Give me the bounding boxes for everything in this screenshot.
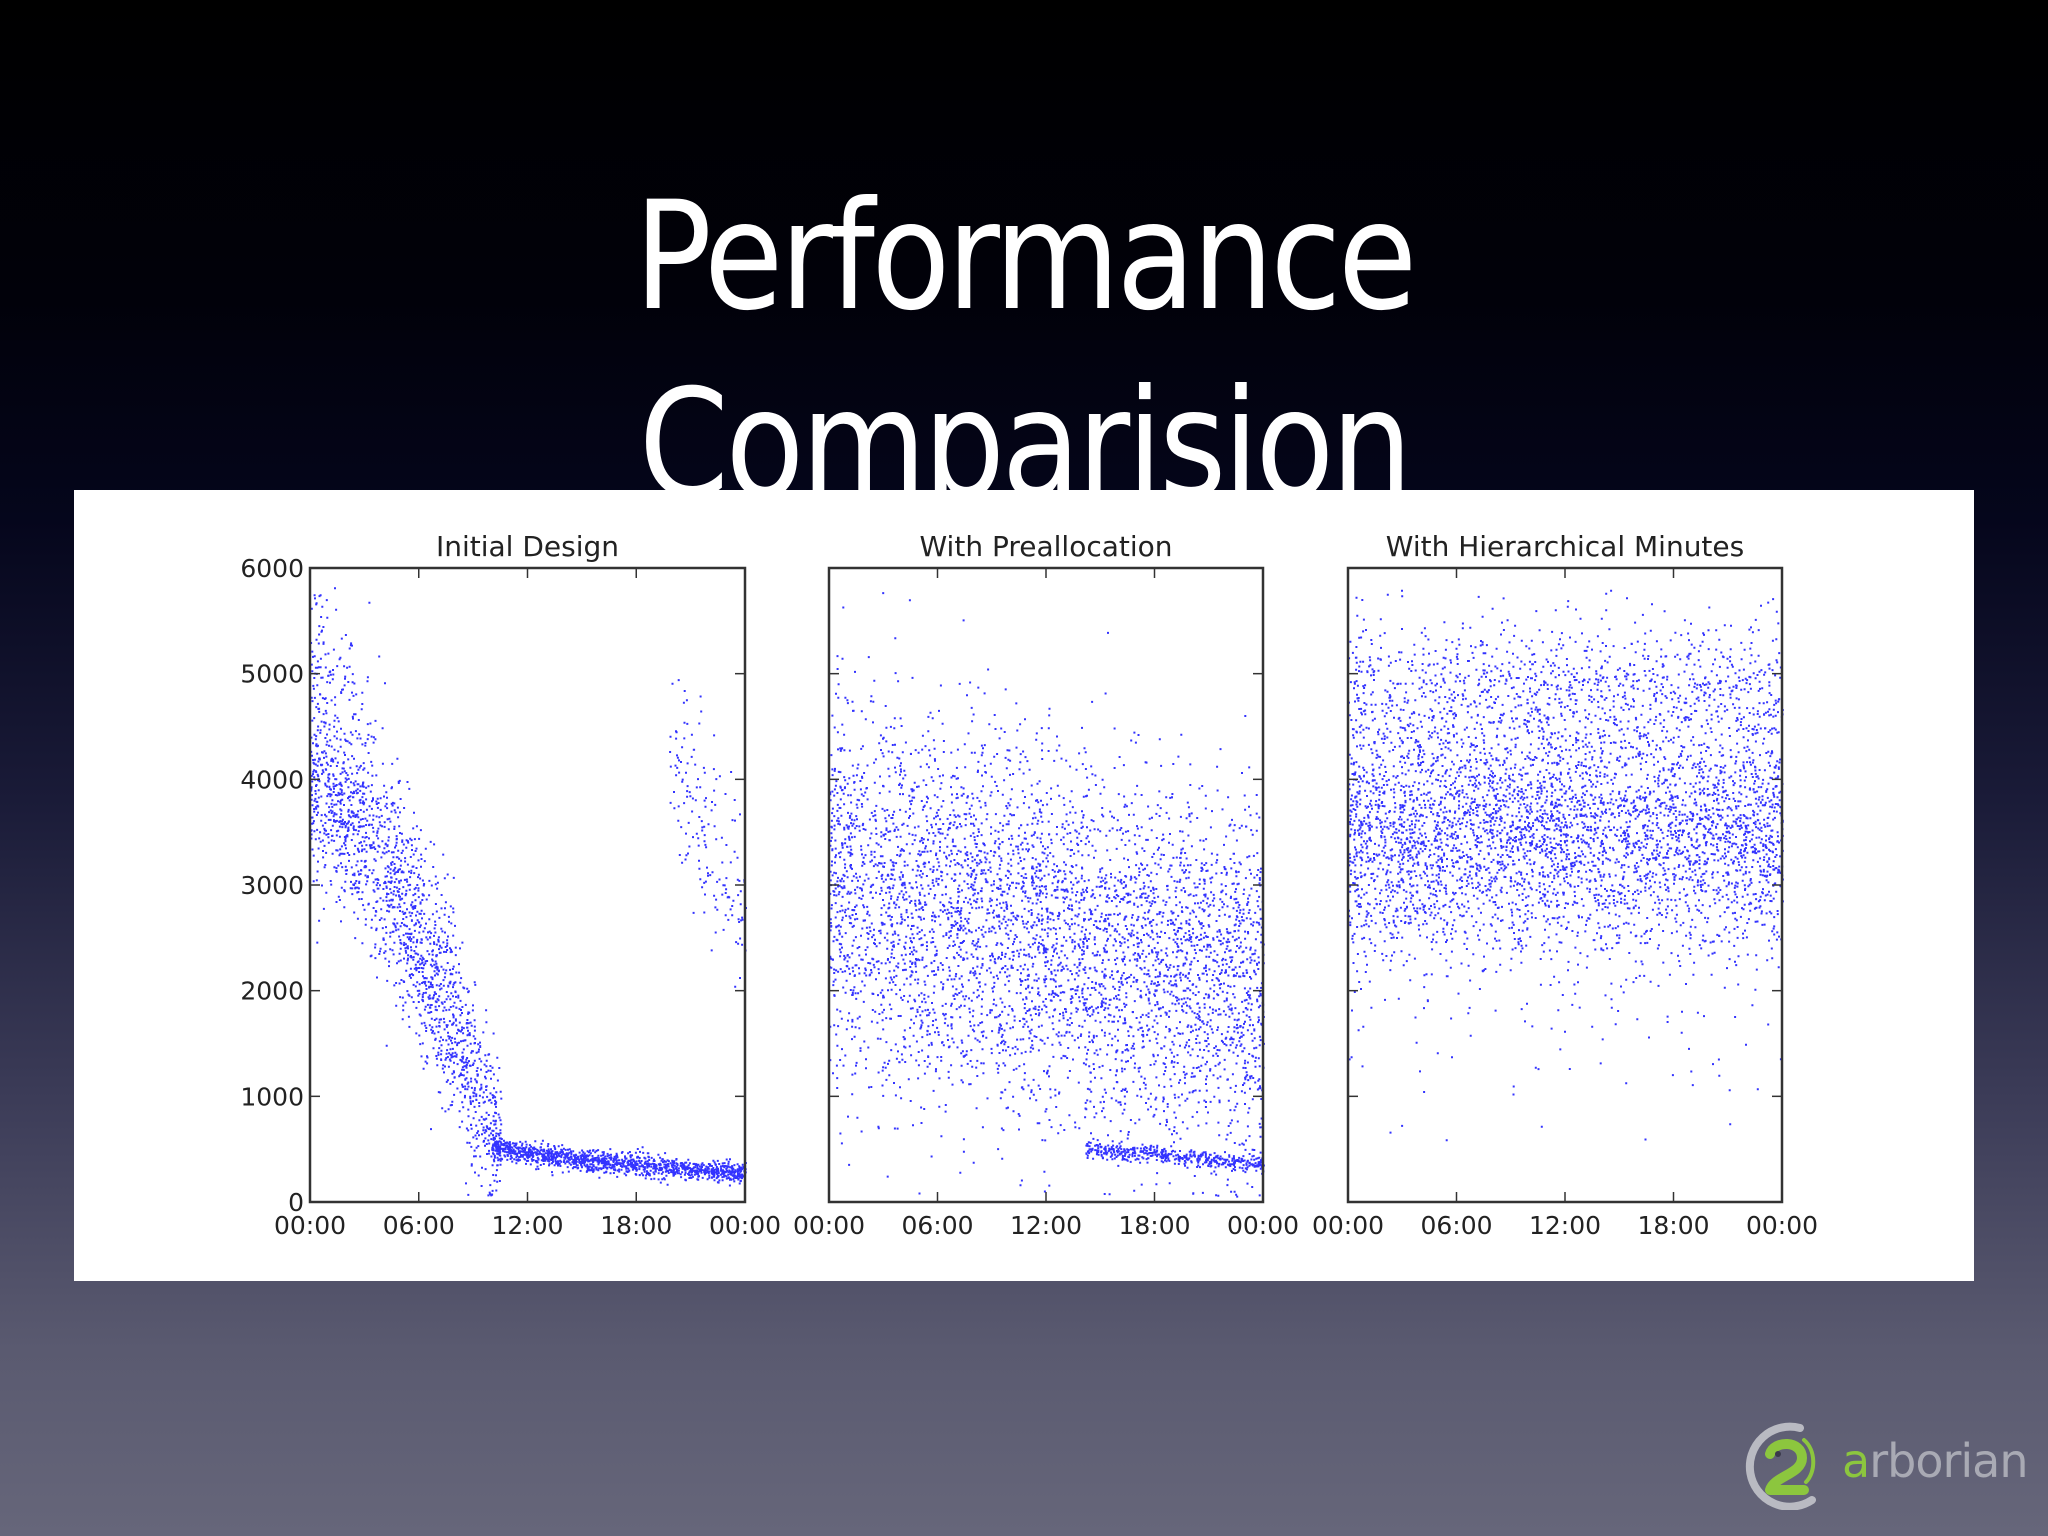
y-tick-label: 0 bbox=[288, 1188, 304, 1217]
x-tick-label: 12:00 bbox=[491, 1211, 563, 1240]
arborian-logo: arborian bbox=[1740, 1420, 2029, 1511]
x-tick-label: 18:00 bbox=[1637, 1211, 1709, 1240]
y-tick-label: 4000 bbox=[240, 765, 304, 794]
logo-first-letter: a bbox=[1842, 1434, 1870, 1488]
arborian-wordmark: arborian bbox=[1842, 1434, 2029, 1488]
scatter-plot-2: 00:00 06:00 12:00 18:00 00:00 With Preallocat… bbox=[793, 530, 1299, 1240]
plot-title: Initial Design bbox=[436, 530, 619, 563]
data-points bbox=[1348, 589, 1784, 1142]
x-tick-label: 18:00 bbox=[600, 1211, 672, 1240]
axes-frame bbox=[308, 566, 747, 1204]
x-tick-label: 00:00 bbox=[1227, 1211, 1299, 1240]
x-tick-label: 18:00 bbox=[1118, 1211, 1190, 1240]
logo-rest: rborian bbox=[1869, 1434, 2028, 1488]
x-tick-label: 00:00 bbox=[1746, 1211, 1818, 1240]
data-points bbox=[829, 592, 1265, 1198]
slide-title-line-1: Performance bbox=[634, 169, 1417, 344]
x-tick-label: 00:00 bbox=[793, 1211, 865, 1240]
x-tick-label: 12:00 bbox=[1010, 1211, 1082, 1240]
y-tick-label: 3000 bbox=[240, 871, 304, 900]
x-tick-label: 06:00 bbox=[901, 1211, 973, 1240]
data-points bbox=[310, 587, 747, 1197]
x-tick-label: 06:00 bbox=[383, 1211, 455, 1240]
scatter-plots: 00:00 06:00 12:00 18:00 00:00010002000300040… bbox=[240, 530, 1818, 1240]
scatter-plot-1: 00:00 06:00 12:00 18:00 00:00010002000300040… bbox=[240, 530, 781, 1240]
x-tick-label: 06:00 bbox=[1420, 1211, 1492, 1240]
x-tick-label: 00:00 bbox=[1312, 1211, 1384, 1240]
slide-title: Performance Comparision bbox=[0, 163, 2048, 539]
y-tick-label: 1000 bbox=[240, 1082, 304, 1111]
scatter-plot-3: 00:00 06:00 12:00 18:00 00:00 With Hierarchic… bbox=[1312, 530, 1818, 1240]
chart-figure: 00:00 06:00 12:00 18:00 00:00 0 1000 2000 3000 40… bbox=[74, 490, 1974, 1281]
x-tick-label: 12:00 bbox=[1529, 1211, 1601, 1240]
plot-title: With Hierarchical Minutes bbox=[1386, 530, 1744, 563]
x-tick-label: 00:00 bbox=[709, 1211, 781, 1240]
x-tick-label: 00:00 bbox=[274, 1211, 346, 1240]
arborian-logo-icon bbox=[1745, 1422, 1816, 1511]
y-tick-label: 6000 bbox=[240, 554, 304, 583]
plot-title: With Preallocation bbox=[919, 530, 1172, 563]
y-tick-label: 2000 bbox=[240, 977, 304, 1006]
y-tick-label: 5000 bbox=[240, 660, 304, 689]
